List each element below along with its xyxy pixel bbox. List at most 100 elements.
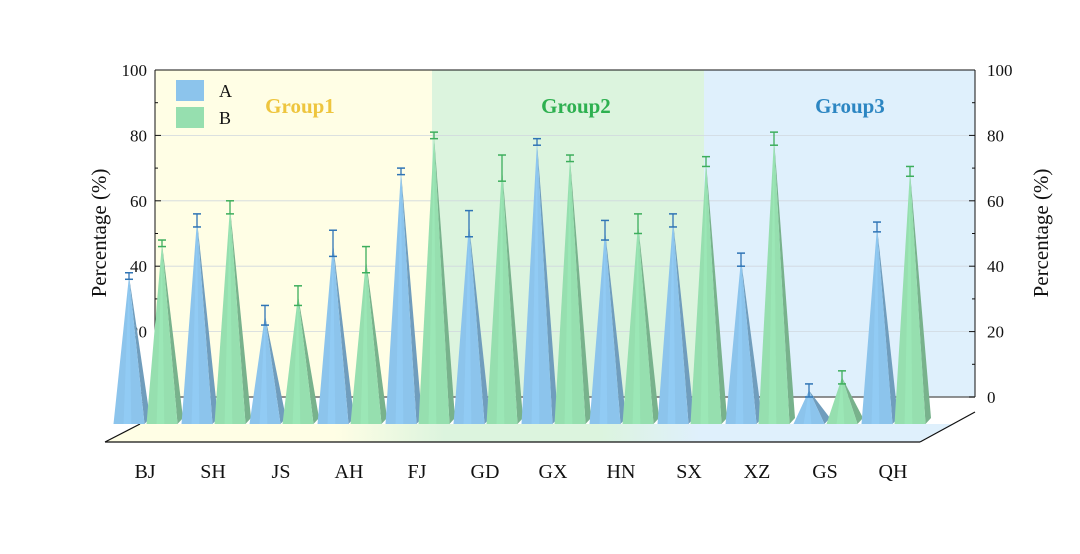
error-bar-B-SX: [702, 155, 710, 168]
legend-swatch-B: [176, 107, 204, 128]
cone-side-B-SX: [706, 161, 727, 424]
cone-side-B-GX: [570, 158, 591, 425]
error-bar-A-XZ: [737, 252, 745, 267]
y-tick-label-right: 0: [987, 388, 996, 407]
error-bar-A-SX: [669, 213, 677, 228]
cone-side-A-GS: [809, 390, 830, 424]
cone-A-SH: [181, 220, 218, 424]
cone-B-FJ: [418, 135, 455, 424]
cone-side-B-QH: [910, 171, 931, 424]
category-label-XZ: XZ: [744, 461, 771, 483]
cone-side-B-JS: [298, 295, 319, 424]
error-bar-A-BJ: [125, 271, 133, 281]
category-label-SH: SH: [200, 461, 226, 483]
cone-B-GS: [826, 377, 863, 424]
cone-B-GD: [486, 168, 523, 424]
legend-label-B: B: [219, 108, 231, 128]
error-bar-B-GX: [566, 154, 574, 163]
category-label-FJ: FJ: [408, 461, 427, 483]
error-bar-A-GD: [465, 209, 473, 238]
cone-side-A-GD: [469, 223, 490, 424]
y-tick-label-left: 80: [130, 126, 147, 145]
error-bar-B-FJ: [430, 131, 438, 140]
error-bar-B-XZ: [770, 131, 778, 146]
error-bar-A-JS: [261, 304, 269, 326]
cone-B-SH: [214, 207, 251, 424]
cone-B-SX: [690, 161, 727, 424]
cone-highlight-A-JS: [259, 315, 268, 424]
category-label-GS: GS: [812, 461, 838, 483]
cone-highlight-B-SH: [224, 207, 233, 424]
y-tick-label-right: 40: [987, 257, 1004, 276]
cone-highlight-B-JS: [292, 295, 301, 424]
cone-B-HN: [622, 223, 659, 424]
cone-side-B-GD: [502, 168, 523, 424]
error-bar-A-GX: [533, 137, 541, 146]
error-bar-A-FJ: [397, 167, 405, 176]
cone-highlight-A-SH: [191, 220, 200, 424]
cone-A-GD: [453, 223, 490, 424]
cone-side-B-SH: [230, 207, 251, 424]
cone-highlight-A-GX: [531, 141, 540, 424]
cone-A-SX: [657, 220, 694, 424]
cone-side-A-SX: [673, 220, 694, 424]
error-bar-B-QH: [906, 165, 914, 178]
cone-A-AH: [317, 243, 354, 424]
group-label-1: Group1: [265, 94, 335, 118]
y-axis-title-left: Percentage (%): [87, 169, 111, 298]
error-bar-B-GS: [838, 370, 846, 385]
category-label-JS: JS: [272, 461, 291, 483]
cone-A-GX: [521, 141, 558, 424]
cone-highlight-B-GX: [564, 158, 573, 425]
cone-highlight-A-QH: [871, 226, 880, 424]
error-bars: [125, 131, 914, 398]
legend-label-A: A: [219, 81, 232, 101]
category-label-GX: GX: [539, 461, 568, 483]
cone-highlight-A-SX: [667, 220, 676, 424]
cone-B-BJ: [146, 243, 183, 424]
cone-side-A-GX: [537, 141, 558, 424]
cones: [113, 135, 931, 425]
cone-side-B-AH: [366, 259, 387, 424]
error-bar-A-AH: [329, 229, 337, 258]
cone-highlight-B-GD: [496, 168, 505, 424]
category-label-SX: SX: [676, 461, 702, 483]
error-bar-B-AH: [362, 245, 370, 274]
error-bar-B-GD: [498, 154, 506, 182]
cone-highlight-A-FJ: [395, 171, 404, 424]
y-axis-title-right: Percentage (%): [1029, 169, 1053, 298]
cone-highlight-B-SX: [700, 161, 709, 424]
cone-highlight-A-AH: [327, 243, 336, 424]
error-bar-A-SH: [193, 213, 201, 228]
group-labels: Group1 Group2 Group3: [265, 94, 885, 118]
cone-side-B-XZ: [774, 138, 795, 425]
cone-A-HN: [589, 230, 626, 424]
cone-side-A-JS: [265, 315, 286, 424]
cone-side-B-FJ: [434, 135, 455, 424]
legend: AB: [176, 80, 232, 128]
grid-lines: [155, 134, 975, 333]
cone-side-B-HN: [638, 223, 659, 424]
y-tick-label-right: 60: [987, 192, 1004, 211]
cone-A-BJ: [113, 276, 150, 424]
category-label-HN: HN: [607, 461, 636, 483]
category-label-QH: QH: [879, 461, 908, 483]
cone-side-B-GS: [842, 377, 863, 424]
group-label-2: Group2: [541, 94, 611, 118]
y-tick-label-left: 100: [122, 61, 148, 80]
cone-B-JS: [282, 295, 319, 424]
y-tick-label-right: 20: [987, 323, 1004, 342]
cone-highlight-A-XZ: [735, 259, 744, 424]
cone-highlight-A-GD: [463, 223, 472, 424]
cone-highlight-A-BJ: [123, 276, 132, 424]
cone-B-GX: [554, 158, 591, 425]
cone-highlight-B-QH: [904, 171, 913, 424]
cone-B-XZ: [758, 138, 795, 425]
cone-highlight-A-GS: [803, 390, 812, 424]
y-tick-label-left: 40: [130, 257, 147, 276]
cone-B-QH: [894, 171, 931, 424]
cone-highlight-A-HN: [599, 230, 608, 424]
cone-A-XZ: [725, 259, 762, 424]
cone-side-A-XZ: [741, 259, 762, 424]
